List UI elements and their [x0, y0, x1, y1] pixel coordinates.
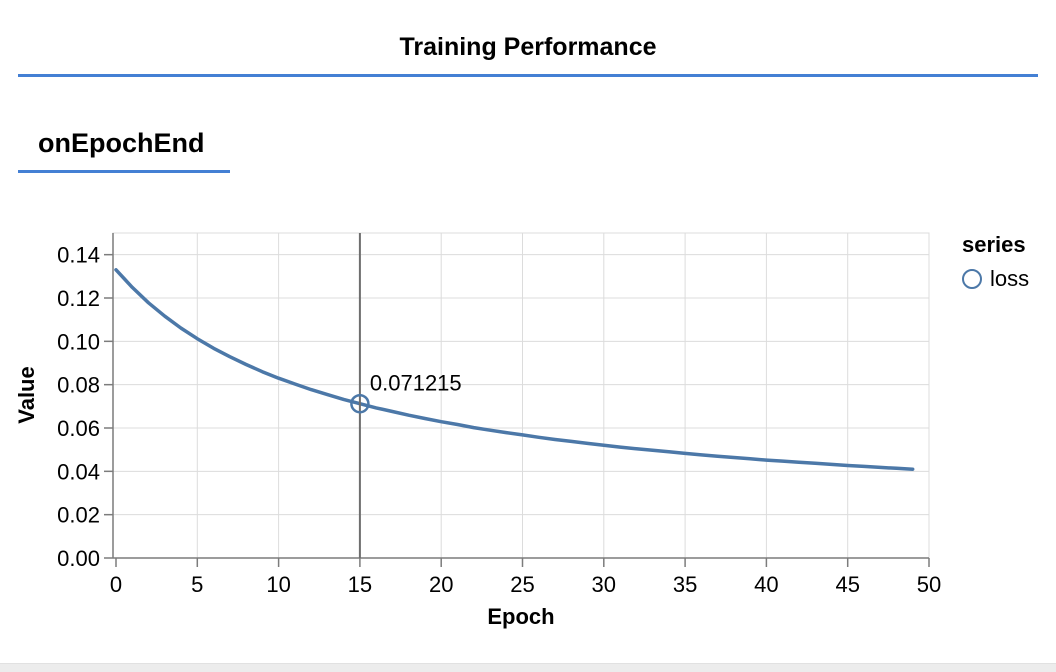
x-tick-label: 45	[835, 572, 859, 597]
legend-title: series	[962, 232, 1026, 257]
bottom-scroll-strip	[0, 663, 1056, 672]
section-divider	[18, 170, 230, 173]
axis-layer: 0.00 0.02 0.04 0.06 0.08 0.10 0.12 0.14 0 5 10 15 20…	[57, 233, 941, 597]
y-tick-label: 0.10	[57, 329, 100, 354]
y-axis-title: Value	[14, 366, 39, 423]
series-marks-layer	[114, 268, 915, 471]
loss-series-circle-icon	[962, 269, 982, 289]
legend-item-label: loss	[990, 266, 1030, 291]
x-tick-label: 0	[110, 572, 122, 597]
y-tick-label: 0.08	[57, 373, 100, 398]
title-divider	[18, 74, 1038, 77]
tooltip-value: 0.071215	[370, 371, 462, 396]
x-axis-title: Epoch	[487, 604, 554, 629]
x-tick-label: 50	[917, 572, 941, 597]
x-tick-label: 10	[266, 572, 290, 597]
x-tick-label: 30	[592, 572, 616, 597]
x-tick-label: 20	[429, 572, 453, 597]
x-tick-label: 25	[510, 572, 534, 597]
section-heading: onEpochEnd	[38, 128, 205, 158]
grid-layer	[112, 232, 930, 559]
hovered-point-marker	[350, 393, 370, 414]
x-tick-label: 15	[348, 572, 372, 597]
y-tick-label: 0.14	[57, 243, 100, 268]
y-tick-label: 0.12	[57, 286, 100, 311]
y-tick-label: 0.00	[57, 546, 100, 571]
plot-view-border	[112, 232, 930, 559]
hover-annotation-layer: 0.071215	[350, 233, 462, 558]
y-tick-label: 0.02	[57, 503, 100, 528]
y-tick-label: 0.04	[57, 459, 100, 484]
x-tick-label: 40	[754, 572, 778, 597]
loss-line	[114, 268, 915, 471]
x-tick-label: 35	[673, 572, 697, 597]
chart-legend: series loss	[962, 232, 1029, 292]
legend-item-loss[interactable]: loss	[962, 266, 1029, 292]
page-title: Training Performance	[399, 33, 657, 61]
x-tick-label: 5	[191, 572, 203, 597]
y-tick-label: 0.06	[57, 416, 100, 441]
